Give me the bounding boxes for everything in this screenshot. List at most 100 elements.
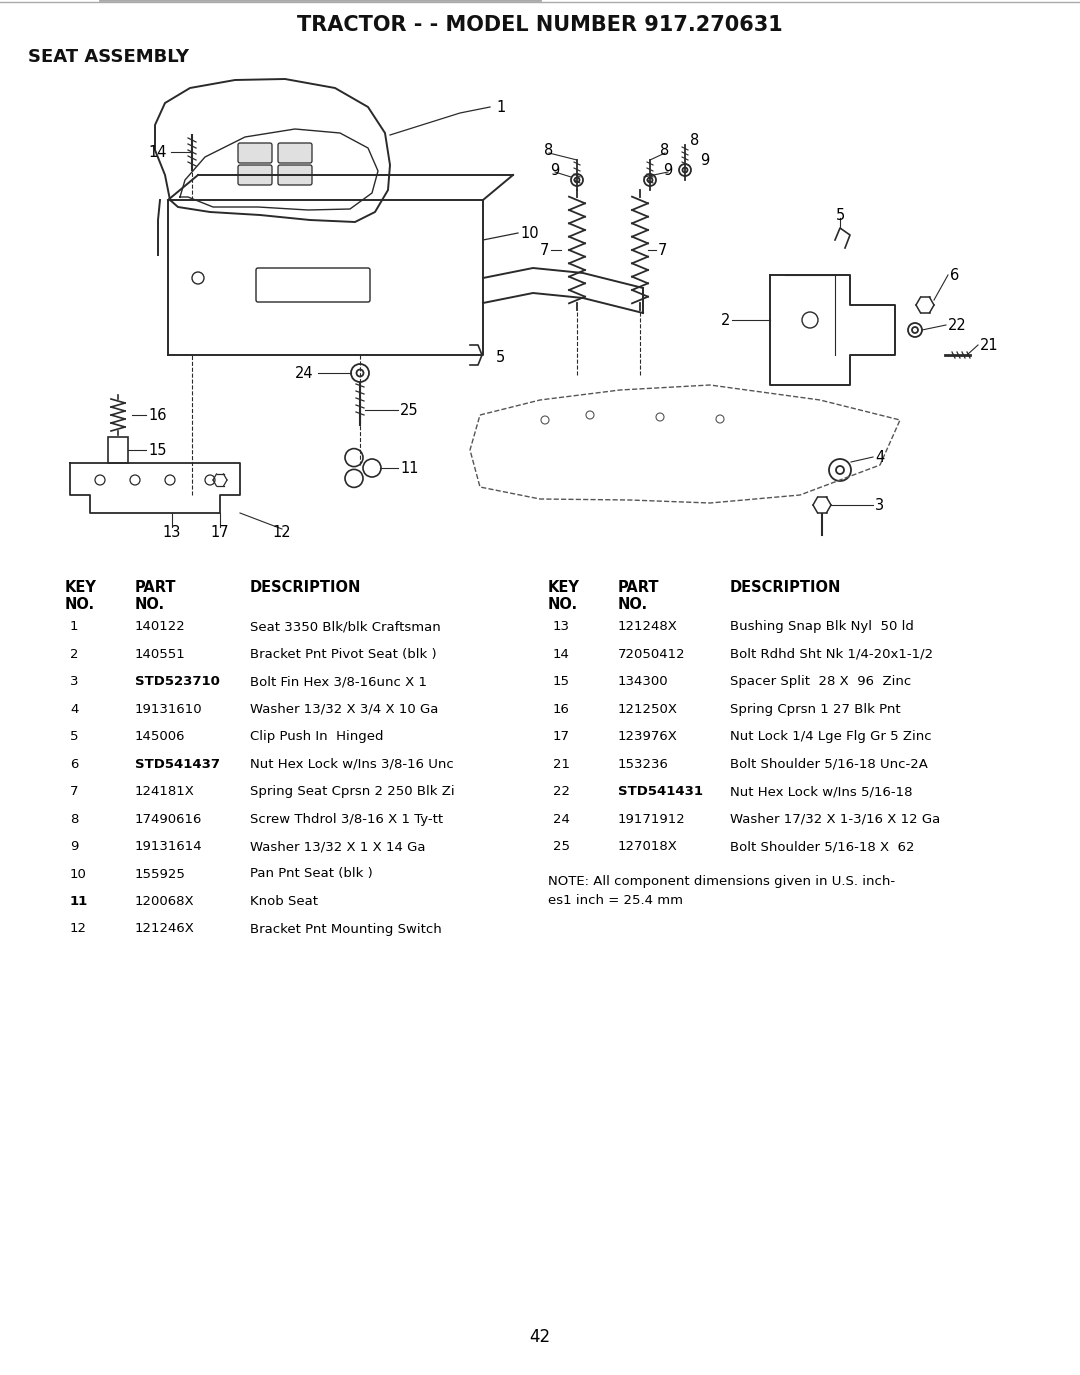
Text: SEAT ASSEMBLY: SEAT ASSEMBLY xyxy=(28,48,189,66)
Text: KEY
NO.: KEY NO. xyxy=(548,580,580,612)
Text: Spring Seat Cprsn 2 250 Blk Zi: Spring Seat Cprsn 2 250 Blk Zi xyxy=(249,785,455,797)
Text: 9: 9 xyxy=(70,840,79,852)
Text: 120068X: 120068X xyxy=(135,895,194,908)
Text: 140122: 140122 xyxy=(135,620,186,632)
Circle shape xyxy=(836,466,843,474)
Text: 9: 9 xyxy=(663,162,673,177)
Text: 24: 24 xyxy=(295,366,313,381)
Circle shape xyxy=(541,417,549,424)
Text: 9: 9 xyxy=(700,153,710,168)
Text: 12: 12 xyxy=(70,923,87,935)
Circle shape xyxy=(351,364,369,382)
Text: 4: 4 xyxy=(70,703,79,715)
Circle shape xyxy=(829,459,851,481)
Text: 11: 11 xyxy=(70,895,89,908)
Text: 16: 16 xyxy=(148,407,166,422)
Text: Bracket Pnt Mounting Switch: Bracket Pnt Mounting Switch xyxy=(249,923,442,935)
Circle shape xyxy=(802,312,818,329)
Text: 21: 21 xyxy=(553,758,570,770)
Text: Spacer Split  28 X  96  Zinc: Spacer Split 28 X 96 Zinc xyxy=(730,675,912,688)
Text: 25: 25 xyxy=(400,403,419,418)
Text: STD541431: STD541431 xyxy=(618,785,703,797)
Circle shape xyxy=(648,177,652,183)
Circle shape xyxy=(575,177,580,183)
Text: 3: 3 xyxy=(875,498,885,513)
Circle shape xyxy=(356,370,364,377)
Text: 9: 9 xyxy=(551,162,559,177)
Text: 10: 10 xyxy=(519,226,539,241)
Text: Bushing Snap Blk Nyl  50 ld: Bushing Snap Blk Nyl 50 ld xyxy=(730,620,914,632)
Text: 5: 5 xyxy=(496,349,505,364)
FancyBboxPatch shape xyxy=(238,165,272,186)
Text: Bracket Pnt Pivot Seat (blk ): Bracket Pnt Pivot Seat (blk ) xyxy=(249,648,436,660)
Text: 8: 8 xyxy=(544,143,554,158)
Text: Nut Lock 1/4 Lge Flg Gr 5 Zinc: Nut Lock 1/4 Lge Flg Gr 5 Zinc xyxy=(730,730,932,742)
Text: 19131610: 19131610 xyxy=(135,703,203,715)
Text: PART
NO.: PART NO. xyxy=(618,580,660,612)
Circle shape xyxy=(165,474,175,485)
Text: 7: 7 xyxy=(70,785,79,797)
Circle shape xyxy=(363,459,381,477)
FancyBboxPatch shape xyxy=(278,165,312,186)
Text: 22: 22 xyxy=(553,785,570,797)
Text: 2: 2 xyxy=(70,648,79,660)
Text: 7: 7 xyxy=(540,242,549,257)
Text: 8: 8 xyxy=(70,813,79,825)
Text: 19171912: 19171912 xyxy=(618,813,686,825)
Text: 124181X: 124181X xyxy=(135,785,194,797)
Text: STD541437: STD541437 xyxy=(135,758,220,770)
Text: 3: 3 xyxy=(70,675,79,688)
Text: DESCRIPTION: DESCRIPTION xyxy=(730,580,841,595)
Text: 123976X: 123976X xyxy=(618,730,678,742)
Circle shape xyxy=(644,175,656,186)
Text: TRACTOR - - MODEL NUMBER 917.270631: TRACTOR - - MODEL NUMBER 917.270631 xyxy=(297,15,783,34)
Circle shape xyxy=(912,327,918,333)
Text: 4: 4 xyxy=(875,450,885,465)
Text: 14: 14 xyxy=(148,144,166,160)
Text: PART
NO.: PART NO. xyxy=(135,580,176,612)
Circle shape xyxy=(95,474,105,485)
FancyBboxPatch shape xyxy=(238,143,272,164)
Text: Bolt Fin Hex 3/8-16unc X 1: Bolt Fin Hex 3/8-16unc X 1 xyxy=(249,675,427,688)
Circle shape xyxy=(716,415,724,424)
Text: es1 inch = 25.4 mm: es1 inch = 25.4 mm xyxy=(548,894,683,906)
Text: Seat 3350 Blk/blk Craftsman: Seat 3350 Blk/blk Craftsman xyxy=(249,620,441,632)
Text: 2: 2 xyxy=(720,312,730,327)
Text: Pan Pnt Seat (blk ): Pan Pnt Seat (blk ) xyxy=(249,868,373,880)
Text: Washer 13/32 X 3/4 X 10 Ga: Washer 13/32 X 3/4 X 10 Ga xyxy=(249,703,438,715)
Bar xyxy=(108,437,129,463)
Text: Bolt Shoulder 5/16-18 Unc-2A: Bolt Shoulder 5/16-18 Unc-2A xyxy=(730,758,928,770)
Circle shape xyxy=(586,411,594,419)
Text: 15: 15 xyxy=(148,443,166,458)
Text: 19131614: 19131614 xyxy=(135,840,203,852)
Text: Bolt Shoulder 5/16-18 X  62: Bolt Shoulder 5/16-18 X 62 xyxy=(730,840,915,852)
Text: KEY
NO.: KEY NO. xyxy=(65,580,97,612)
Text: 15: 15 xyxy=(553,675,570,688)
Text: 16: 16 xyxy=(553,703,570,715)
Text: Washer 13/32 X 1 X 14 Ga: Washer 13/32 X 1 X 14 Ga xyxy=(249,840,426,852)
Circle shape xyxy=(205,474,215,485)
Circle shape xyxy=(679,164,691,176)
Circle shape xyxy=(683,168,688,172)
Text: 17: 17 xyxy=(553,730,570,742)
Text: STD523710: STD523710 xyxy=(135,675,220,688)
Text: Washer 17/32 X 1-3/16 X 12 Ga: Washer 17/32 X 1-3/16 X 12 Ga xyxy=(730,813,941,825)
Text: 1: 1 xyxy=(70,620,79,632)
Circle shape xyxy=(345,448,363,466)
Text: 21: 21 xyxy=(980,337,999,352)
Text: 13: 13 xyxy=(163,524,181,539)
Text: Knob Seat: Knob Seat xyxy=(249,895,318,908)
Text: NOTE: All component dimensions given in U.S. inch-: NOTE: All component dimensions given in … xyxy=(548,876,895,888)
Text: 155925: 155925 xyxy=(135,868,186,880)
Text: 121250X: 121250X xyxy=(618,703,678,715)
Text: 10: 10 xyxy=(70,868,86,880)
Text: 5: 5 xyxy=(835,208,845,223)
Text: 153236: 153236 xyxy=(618,758,669,770)
Text: 127018X: 127018X xyxy=(618,840,678,852)
Text: 11: 11 xyxy=(400,461,419,476)
Text: Bolt Rdhd Sht Nk 1/4-20x1-1/2: Bolt Rdhd Sht Nk 1/4-20x1-1/2 xyxy=(730,648,933,660)
Circle shape xyxy=(192,272,204,285)
Circle shape xyxy=(908,323,922,337)
Circle shape xyxy=(130,474,140,485)
Text: 121246X: 121246X xyxy=(135,923,194,935)
